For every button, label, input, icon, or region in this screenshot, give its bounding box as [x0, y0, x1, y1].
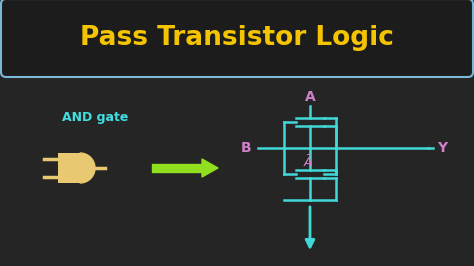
- Text: AND gate: AND gate: [62, 111, 128, 124]
- Text: Y: Y: [437, 141, 447, 155]
- Text: B: B: [241, 141, 251, 155]
- Polygon shape: [80, 153, 95, 183]
- Text: Pass Transistor Logic: Pass Transistor Logic: [80, 25, 394, 51]
- Text: A: A: [305, 90, 315, 104]
- Text: $\bar{A}$: $\bar{A}$: [303, 154, 313, 170]
- Polygon shape: [202, 159, 218, 177]
- Bar: [58, 153, 80, 183]
- FancyBboxPatch shape: [1, 0, 473, 77]
